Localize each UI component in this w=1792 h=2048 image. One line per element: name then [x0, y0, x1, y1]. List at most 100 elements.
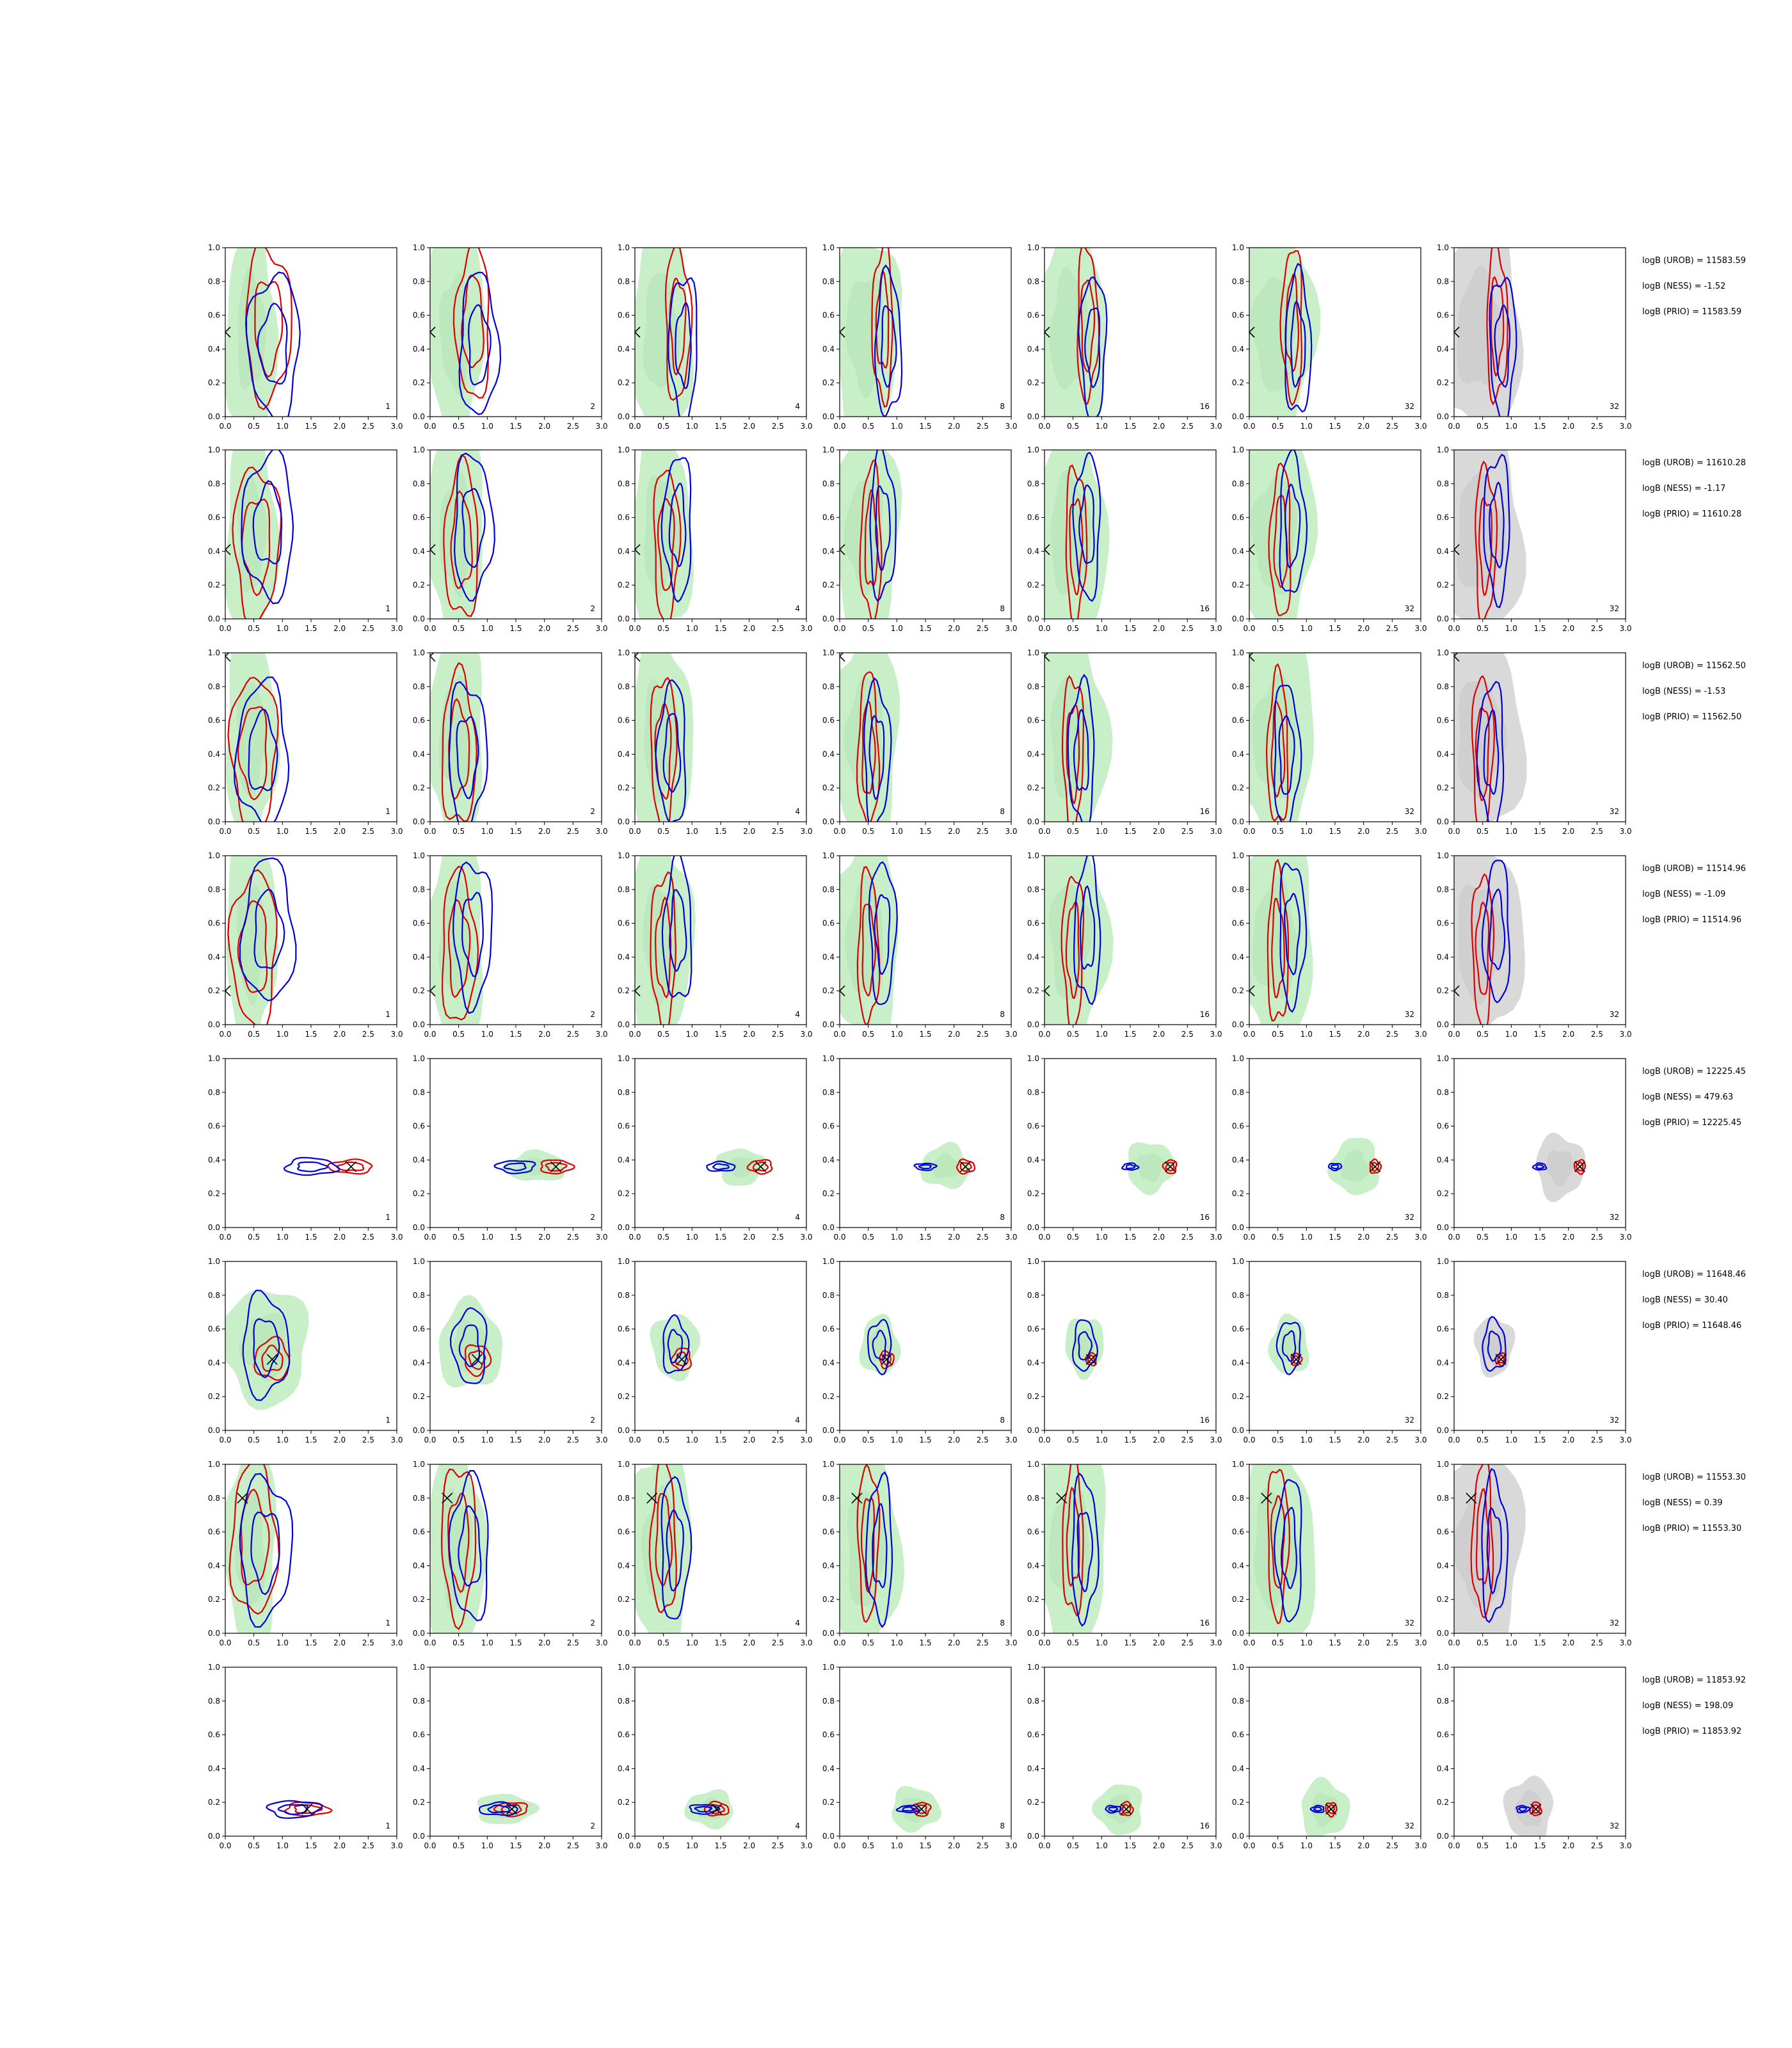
x-tick-label: 0.5 — [452, 1638, 465, 1647]
y-tick-label: 0.8 — [1437, 1088, 1449, 1097]
panel-r2-c2: 0.0 0.5 1.0 1.5 2.0 2.5 3.0 0.0 0.2 0.4 0.6 0.8 1.0 2 — [413, 445, 608, 633]
y-tick-label: 0.8 — [1027, 1088, 1039, 1097]
y-tick-label: 0.0 — [208, 1832, 220, 1841]
y-tick-label: 0.8 — [1027, 682, 1039, 691]
y-tick-label: 0.4 — [413, 952, 425, 961]
x-tick-label: 2.5 — [1591, 1030, 1603, 1039]
contour-blue-inner — [1518, 1806, 1528, 1812]
x-tick-label: 3.0 — [1619, 1233, 1631, 1242]
truth-marker — [266, 1354, 278, 1365]
y-tick-label: 1.0 — [208, 851, 220, 860]
logb-stat: logB (PRIO) = 11562.50 — [1642, 712, 1741, 722]
y-tick-label: 0.4 — [413, 749, 425, 758]
x-tick-label: 0.0 — [1243, 1436, 1255, 1444]
x-tick-label: 3.0 — [1210, 827, 1222, 836]
y-tick-label: 0.4 — [618, 1764, 630, 1773]
density-fill-inner — [1050, 469, 1092, 595]
x-tick-label: 0.5 — [248, 1841, 260, 1850]
panel-grid: 0.0 0.5 1.0 1.5 2.0 2.5 3.0 0.0 0.2 0.4 0.6 0.8 1.0 1… — [208, 243, 1632, 1850]
y-tick-label: 0.6 — [413, 513, 425, 522]
panel-contents — [266, 1800, 333, 1820]
y-tick-label: 0.2 — [1437, 1798, 1449, 1807]
contour-red-outer — [856, 1464, 881, 1623]
y-tick-label: 0.2 — [1027, 580, 1039, 589]
contour-red-inner — [237, 900, 268, 993]
contour-blue-outer — [1105, 1805, 1122, 1814]
contour-blue-outer — [660, 1476, 692, 1620]
x-tick-label: 3.0 — [390, 827, 403, 836]
x-tick-label: 1.0 — [686, 1841, 698, 1850]
contour-red-outer — [464, 1344, 492, 1377]
x-tick-label: 0.0 — [1243, 1030, 1255, 1039]
x-tick-label: 0.0 — [424, 422, 436, 431]
truth-marker — [635, 544, 641, 556]
x-tick-label: 1.0 — [276, 624, 289, 633]
y-tick-label: 0.2 — [1027, 378, 1039, 387]
logb-stat: logB (NESS) = 0.39 — [1642, 1498, 1723, 1508]
y-tick-label: 0.4 — [618, 547, 630, 556]
x-tick-label: 2.5 — [1181, 1436, 1194, 1444]
contour-red-inner — [1121, 1804, 1132, 1814]
y-tick-label: 0.2 — [413, 378, 425, 387]
truth-marker — [1530, 1804, 1542, 1815]
contour-blue-outer — [1072, 451, 1101, 602]
y-tick-label: 0.8 — [208, 1088, 220, 1097]
truth-marker — [1164, 1161, 1176, 1172]
panel-count-label: 8 — [1000, 402, 1005, 411]
truth-marker — [225, 544, 231, 556]
y-tick-label: 0.6 — [413, 1325, 425, 1334]
y-tick-label: 0.4 — [208, 344, 220, 353]
y-tick-label: 0.8 — [822, 1088, 835, 1097]
y-tick-label: 1.0 — [1232, 1054, 1244, 1063]
panel-r4-c1: 0.0 0.5 1.0 1.5 2.0 2.5 3.0 0.0 0.2 0.4 0.6 0.8 1.0 1 — [208, 851, 403, 1039]
x-tick-label: 1.5 — [305, 1030, 317, 1039]
y-tick-label: 0.6 — [1437, 1122, 1449, 1131]
x-tick-label: 1.5 — [305, 827, 317, 836]
truth-marker — [430, 326, 436, 338]
panel-count-label: 32 — [1405, 1821, 1414, 1830]
y-tick-label: 0.0 — [208, 817, 220, 826]
x-tick-label: 0.0 — [424, 1436, 436, 1444]
contour-blue-outer — [1476, 680, 1505, 822]
y-tick-label: 0.6 — [1437, 513, 1449, 522]
x-tick-label: 1.5 — [919, 624, 931, 633]
y-tick-label: 1.0 — [208, 1257, 220, 1266]
x-tick-label: 2.0 — [333, 827, 346, 836]
contour-blue-inner — [1125, 1164, 1136, 1169]
truth-marker — [225, 653, 231, 662]
y-tick-label: 0.6 — [413, 919, 425, 928]
contour-red-inner — [1165, 1162, 1175, 1172]
y-tick-label: 0.4 — [413, 1764, 425, 1773]
x-tick-label: 0.5 — [1476, 1638, 1489, 1647]
y-tick-label: 0.0 — [618, 817, 630, 826]
x-tick-label: 3.0 — [800, 1233, 812, 1242]
x-tick-label: 1.5 — [1124, 1233, 1136, 1242]
contour-blue-inner — [1313, 1806, 1323, 1812]
contour-blue-outer — [1279, 450, 1308, 593]
x-tick-label: 0.5 — [1067, 1638, 1079, 1647]
x-tick-label: 1.5 — [1329, 1030, 1341, 1039]
panel-r2-c5: 0.0 0.5 1.0 1.5 2.0 2.5 3.0 0.0 0.2 0.4 0.6 0.8 1.0 1… — [1027, 445, 1222, 633]
y-tick-label: 0.0 — [413, 614, 425, 623]
y-tick-label: 0.8 — [1027, 277, 1039, 286]
y-tick-label: 0.4 — [822, 952, 835, 961]
x-tick-label: 2.0 — [948, 1638, 960, 1647]
x-tick-label: 2.0 — [1153, 422, 1165, 431]
y-tick-label: 0.2 — [822, 580, 835, 589]
x-tick-label: 0.5 — [248, 1436, 260, 1444]
panel-count-label: 2 — [590, 807, 595, 816]
x-tick-label: 0.0 — [833, 624, 845, 633]
contour-red-inner — [468, 1350, 486, 1370]
x-tick-label: 2.5 — [1181, 1638, 1194, 1647]
x-tick-label: 0.5 — [657, 827, 669, 836]
panel-contents — [1327, 1137, 1382, 1196]
x-tick-label: 3.0 — [1005, 1233, 1017, 1242]
x-tick-label: 1.5 — [919, 1233, 931, 1242]
contour-blue-inner — [456, 716, 479, 799]
panel-contents — [1532, 1132, 1587, 1203]
truth-marker — [1044, 653, 1050, 662]
panel-contents — [635, 856, 696, 1025]
y-tick-label: 0.4 — [1232, 1764, 1244, 1773]
x-tick-label: 0.5 — [657, 1030, 669, 1039]
panel-count-label: 32 — [1610, 1416, 1619, 1425]
